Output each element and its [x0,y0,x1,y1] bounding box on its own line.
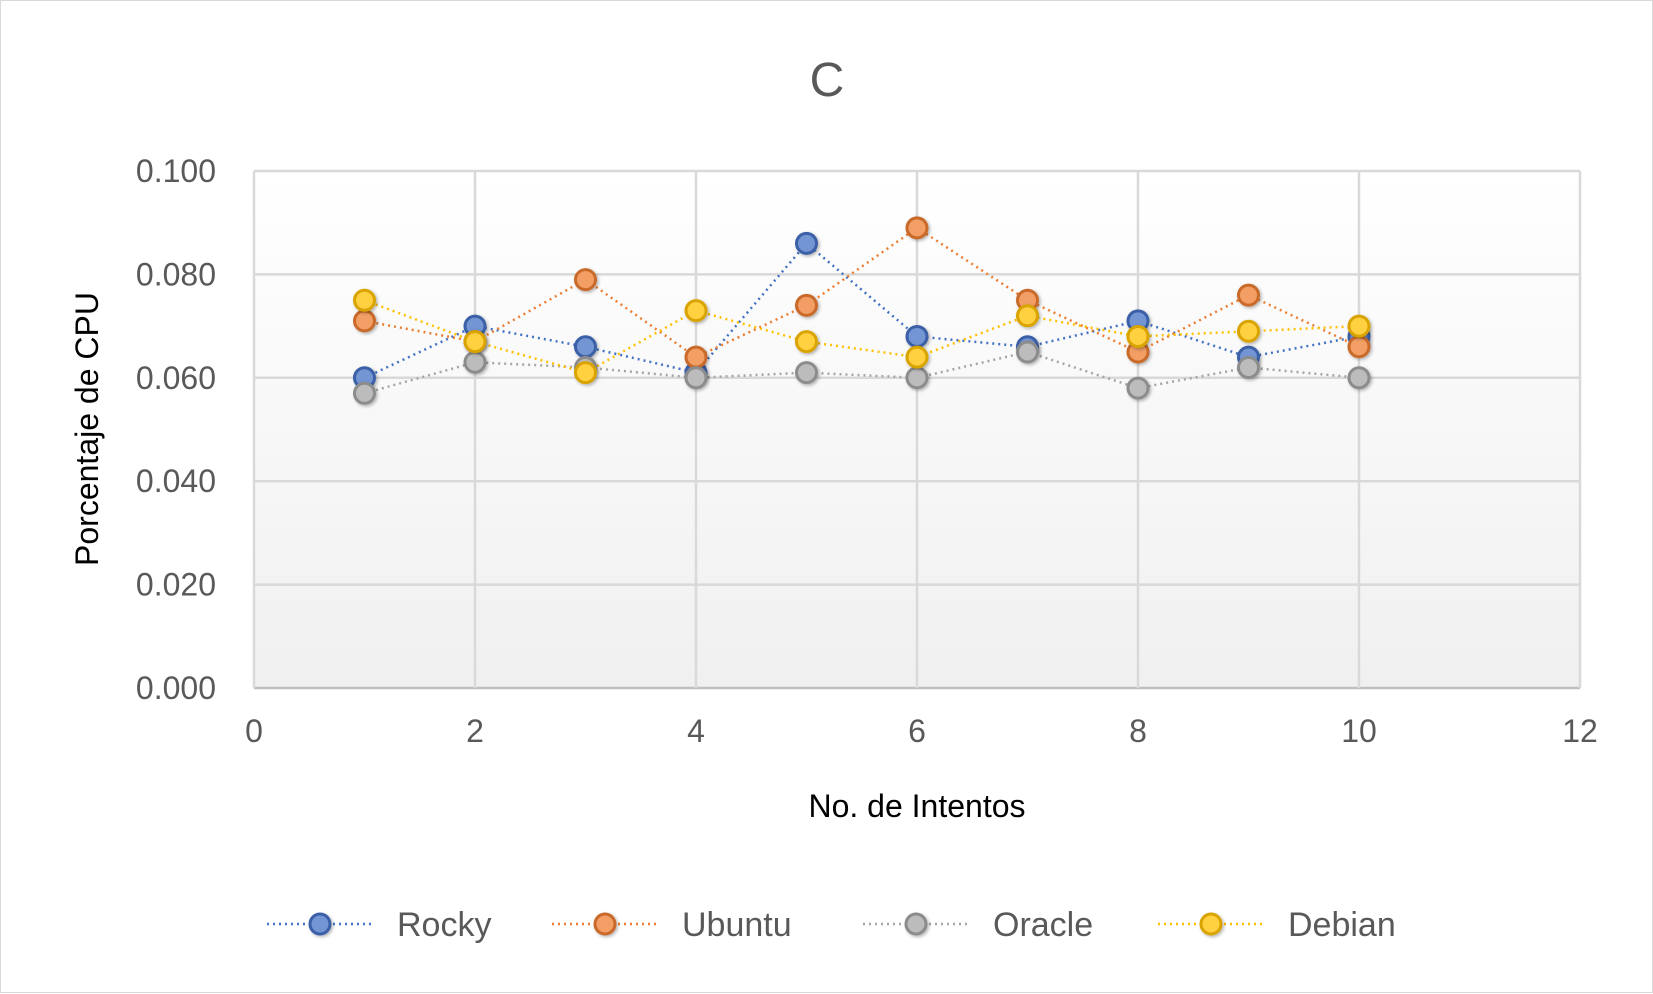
y-tick-label: 0.080 [136,256,216,292]
data-point-ubuntu [353,309,376,333]
data-point-debian [684,299,708,323]
series-lines [363,226,1360,395]
series-line-debian [364,299,1360,374]
data-point-oracle [1347,366,1371,390]
data-point-ubuntu [795,293,818,317]
x-tick-label: 0 [245,713,263,749]
chart-title: C [810,54,845,107]
data-point-ubuntu [1237,283,1260,307]
data-point-rocky [795,231,818,255]
data-point-oracle [1016,340,1039,364]
x-tick-label: 10 [1341,713,1377,749]
legend-item-debian: Debian [1158,906,1396,944]
legend-label: Oracle [993,906,1093,944]
legend-item-rocky: Rocky [267,906,491,944]
legend: Rocky Ubuntu Oracle Debian [267,906,1396,944]
y-tick-label: 0.020 [136,567,216,603]
data-point-oracle [905,366,929,390]
legend-label: Rocky [397,906,491,944]
y-tick-labels: 0.000 0.020 0.040 0.060 0.080 0.100 [136,153,216,706]
data-point-debian [1347,314,1371,338]
legend-label: Debian [1288,906,1396,944]
data-point-debian [353,288,376,312]
y-tick-label: 0.000 [136,670,216,706]
x-tick-label: 12 [1562,713,1598,749]
data-point-oracle [1126,376,1150,400]
data-point-ubuntu [574,268,597,292]
data-point-debian [1016,304,1039,328]
data-point-oracle [1237,355,1260,379]
legend-marker [1199,912,1223,936]
data-point-debian [795,330,818,354]
data-point-rocky [574,335,597,359]
x-tick-label: 8 [1129,713,1147,749]
legend-marker [308,912,332,936]
legend-label: Ubuntu [682,906,792,944]
y-axis-label: Porcentaje de CPU [69,292,105,566]
data-point-oracle [795,361,818,385]
data-point-ubuntu [1347,335,1371,359]
data-point-debian [463,330,487,354]
data-point-oracle [463,350,487,374]
data-point-oracle [353,381,376,405]
gridlines [252,169,1582,690]
series-points [353,216,1371,405]
legend-item-oracle: Oracle [863,906,1093,944]
data-point-debian [574,361,597,385]
x-tick-label: 2 [466,713,484,749]
data-point-debian [1237,319,1260,343]
data-point-ubuntu [905,216,929,240]
data-point-debian [905,345,929,369]
legend-marker [904,912,928,936]
x-tick-labels: 0 2 4 6 8 10 12 [245,713,1598,749]
data-point-oracle [684,366,708,390]
x-tick-label: 6 [908,713,926,749]
legend-marker [593,912,617,936]
data-point-rocky [905,324,929,348]
x-tick-label: 4 [687,713,705,749]
y-tick-label: 0.040 [136,463,216,499]
legend-item-ubuntu: Ubuntu [552,906,792,944]
data-point-debian [1126,324,1150,348]
y-tick-label: 0.100 [136,153,216,189]
series-line-ubuntu [364,226,1360,359]
y-tick-label: 0.060 [136,360,216,396]
data-point-ubuntu [684,345,708,369]
x-axis-label: No. de Intentos [808,788,1025,824]
